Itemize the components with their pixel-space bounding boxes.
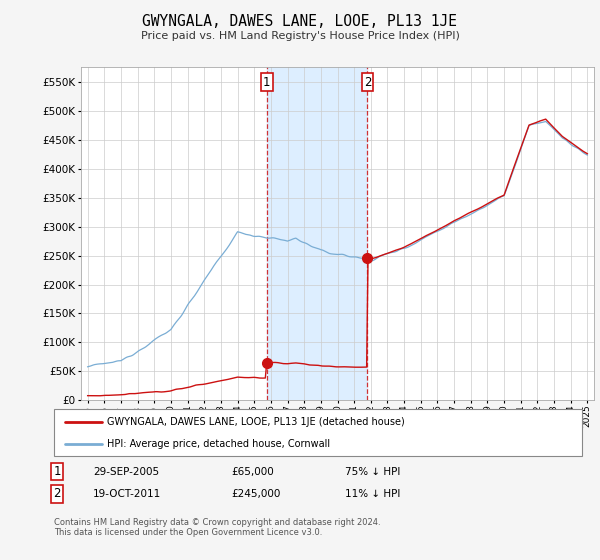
Text: Contains HM Land Registry data © Crown copyright and database right 2024.
This d: Contains HM Land Registry data © Crown c… bbox=[54, 518, 380, 538]
Text: 11% ↓ HPI: 11% ↓ HPI bbox=[345, 489, 400, 499]
Text: 1: 1 bbox=[53, 465, 61, 478]
Text: HPI: Average price, detached house, Cornwall: HPI: Average price, detached house, Corn… bbox=[107, 438, 330, 449]
Text: Price paid vs. HM Land Registry's House Price Index (HPI): Price paid vs. HM Land Registry's House … bbox=[140, 31, 460, 41]
Text: 75% ↓ HPI: 75% ↓ HPI bbox=[345, 466, 400, 477]
Text: 2: 2 bbox=[364, 76, 371, 88]
Text: 29-SEP-2005: 29-SEP-2005 bbox=[93, 466, 159, 477]
Text: 19-OCT-2011: 19-OCT-2011 bbox=[93, 489, 161, 499]
Text: 1: 1 bbox=[263, 76, 271, 88]
Text: GWYNGALA, DAWES LANE, LOOE, PL13 1JE (detached house): GWYNGALA, DAWES LANE, LOOE, PL13 1JE (de… bbox=[107, 417, 404, 427]
Text: £65,000: £65,000 bbox=[231, 466, 274, 477]
Bar bbox=[267, 67, 367, 400]
Text: GWYNGALA, DAWES LANE, LOOE, PL13 1JE: GWYNGALA, DAWES LANE, LOOE, PL13 1JE bbox=[143, 14, 458, 29]
Text: 2: 2 bbox=[53, 487, 61, 501]
Text: £245,000: £245,000 bbox=[231, 489, 280, 499]
